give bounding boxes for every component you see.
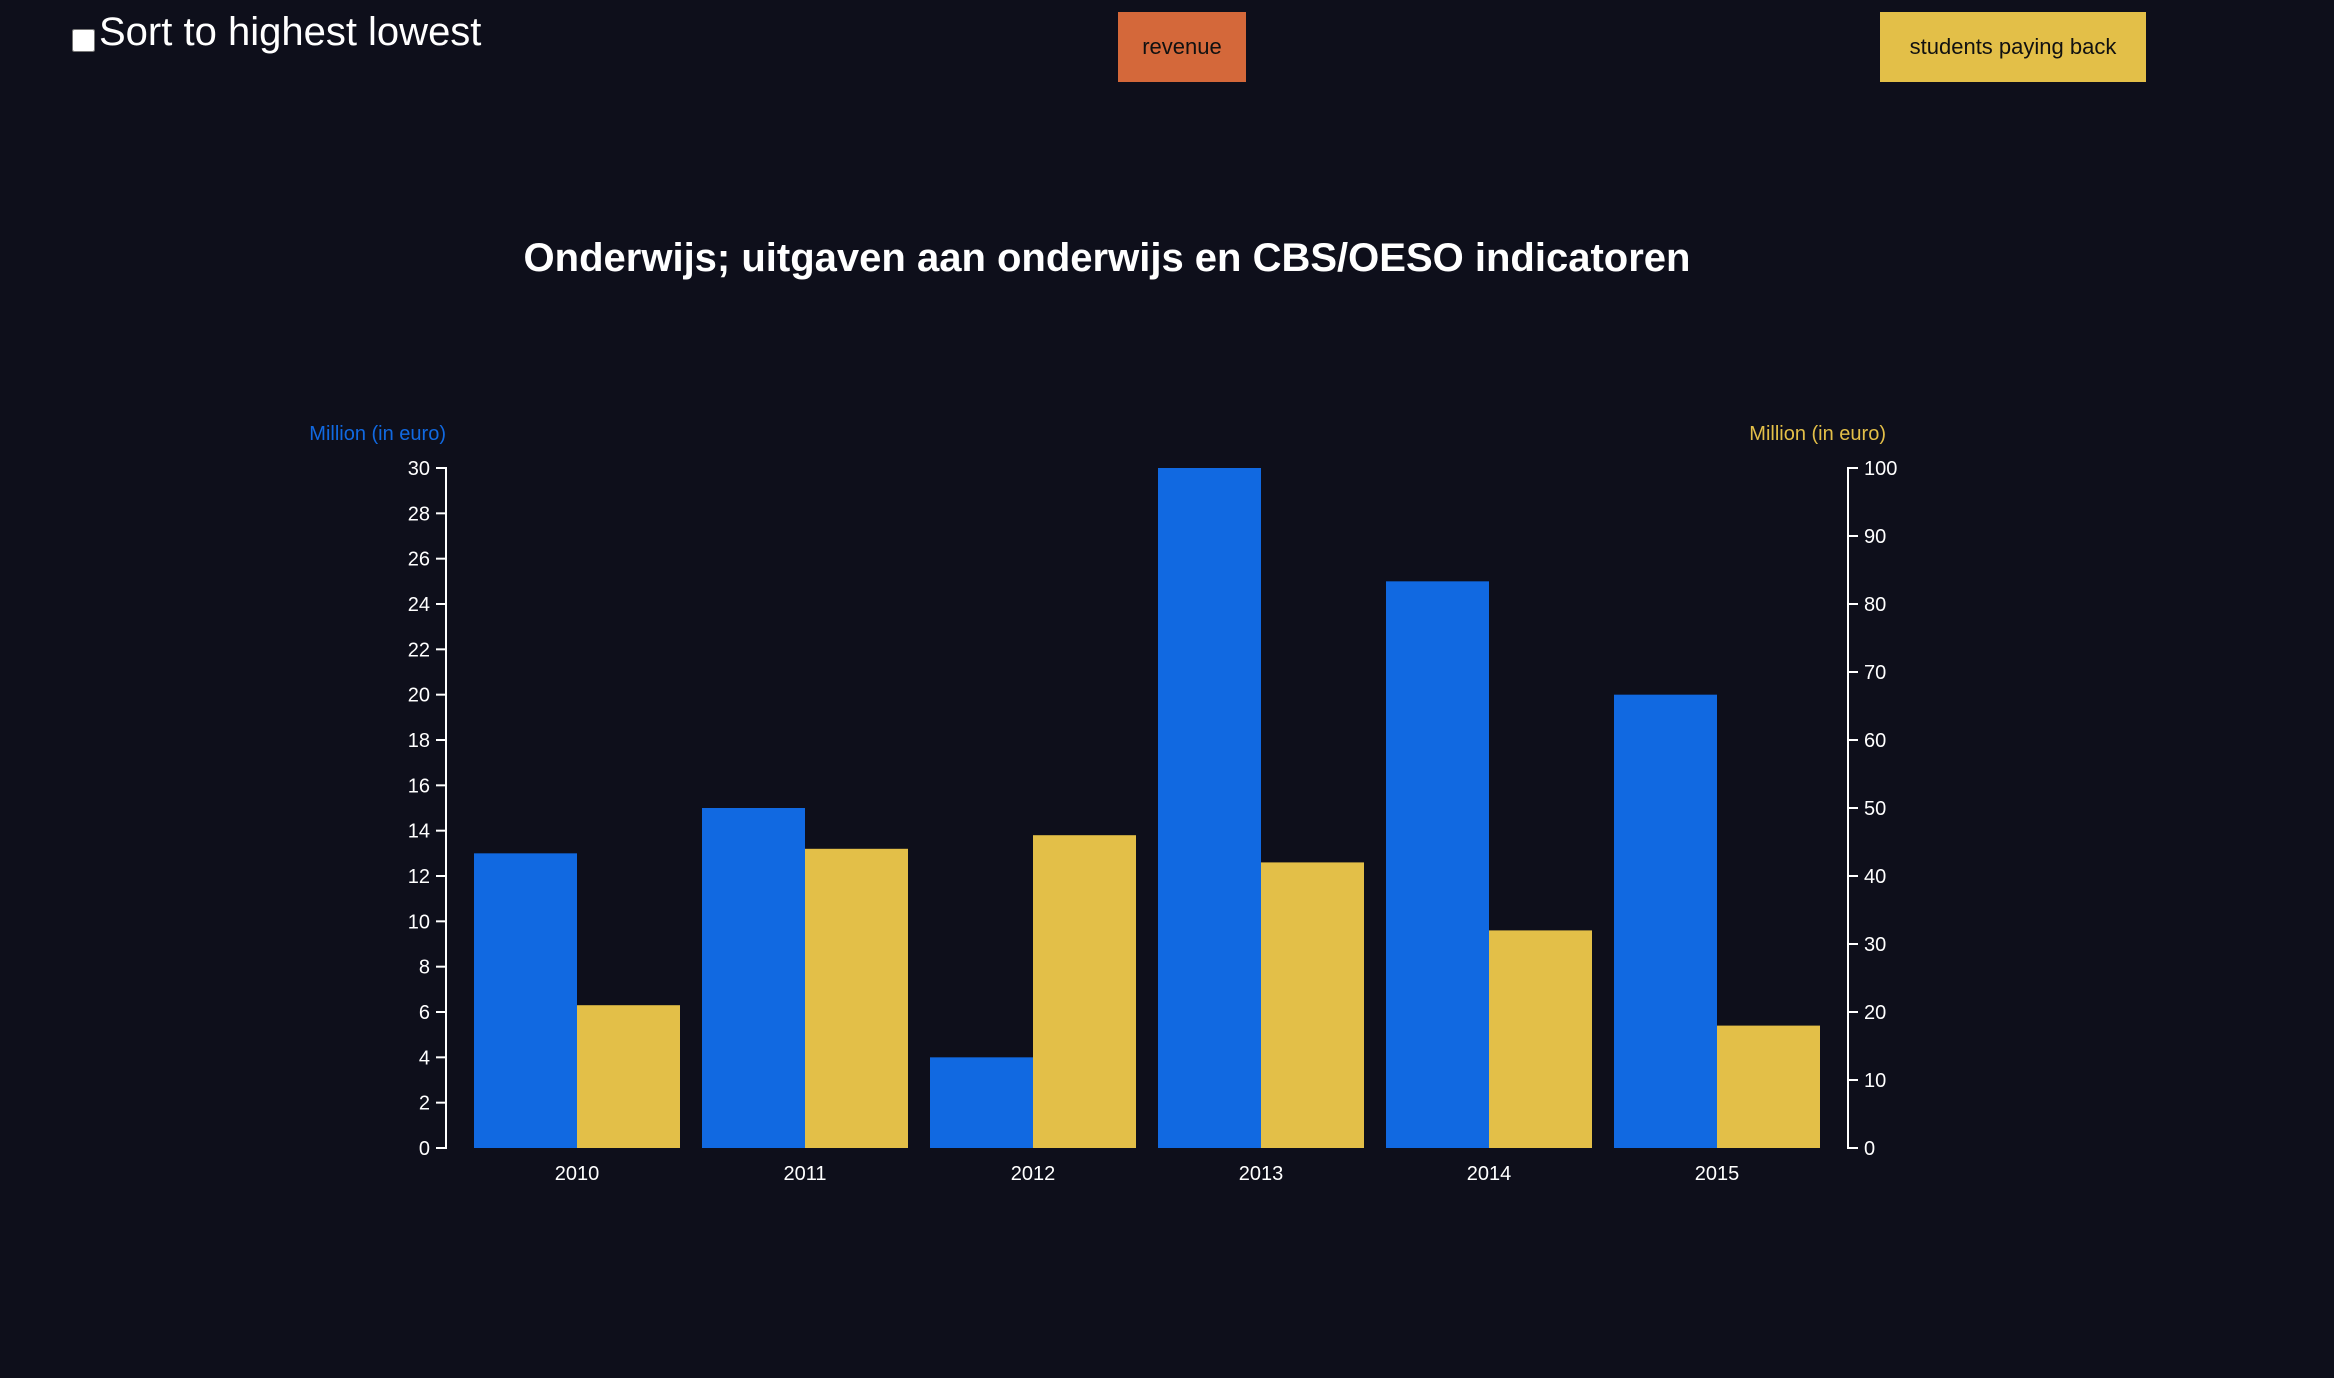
x-tick-label-2015: 2015 <box>1695 1163 1740 1185</box>
revenue-bar-2010 <box>474 853 577 1148</box>
revenue-bar-2012 <box>930 1057 1033 1148</box>
right-tick-label: 60 <box>1864 730 1886 752</box>
left-tick-label: 22 <box>408 639 430 661</box>
x-tick-label-2011: 2011 <box>783 1163 826 1185</box>
right-tick-label: 50 <box>1864 798 1886 820</box>
right-tick-label: 70 <box>1864 662 1886 684</box>
left-tick-label: 12 <box>408 866 430 888</box>
revenue-bar-2013 <box>1158 468 1261 1148</box>
left-tick-label: 30 <box>408 458 430 480</box>
x-tick-label-2010: 2010 <box>555 1163 600 1185</box>
students-bar-2015 <box>1717 1026 1820 1148</box>
left-tick-label: 28 <box>408 503 430 525</box>
right-tick-label: 80 <box>1864 594 1886 616</box>
left-tick-label: 0 <box>419 1138 430 1160</box>
left-tick-label: 14 <box>408 821 430 843</box>
students-bar-2014 <box>1489 930 1592 1148</box>
right-tick-label: 10 <box>1864 1070 1886 1092</box>
left-tick-label: 16 <box>408 775 430 797</box>
left-tick-label: 4 <box>419 1047 430 1069</box>
right-tick-label: 0 <box>1864 1138 1875 1160</box>
left-tick-label: 18 <box>408 730 430 752</box>
students-bar-2013 <box>1261 862 1364 1148</box>
left-tick-label: 8 <box>419 957 430 979</box>
students-bar-2010 <box>577 1005 680 1148</box>
revenue-bar-2015 <box>1614 695 1717 1148</box>
revenue-bar-2011 <box>702 808 805 1148</box>
left-axis-label: Million (in euro) <box>309 423 446 445</box>
left-tick-label: 6 <box>419 1002 430 1024</box>
right-tick-label: 100 <box>1864 458 1897 480</box>
x-tick-label-2014: 2014 <box>1467 1163 1512 1185</box>
left-tick-label: 24 <box>408 594 430 616</box>
students-bar-2011 <box>805 849 908 1148</box>
left-tick-label: 10 <box>408 911 430 933</box>
left-tick-label: 20 <box>408 685 430 707</box>
right-tick-label: 90 <box>1864 526 1886 548</box>
right-tick-label: 20 <box>1864 1002 1886 1024</box>
left-tick-label: 26 <box>408 549 430 571</box>
left-y-axis <box>436 468 446 1148</box>
left-tick-label: 2 <box>419 1093 430 1115</box>
revenue-bar-2014 <box>1386 581 1489 1148</box>
right-tick-label: 30 <box>1864 934 1886 956</box>
right-axis-label: Million (in euro) <box>1749 423 1886 445</box>
right-tick-label: 40 <box>1864 866 1886 888</box>
x-tick-label-2012: 2012 <box>1011 1163 1056 1185</box>
students-bar-2012 <box>1033 835 1136 1148</box>
x-tick-label-2013: 2013 <box>1239 1163 1284 1185</box>
